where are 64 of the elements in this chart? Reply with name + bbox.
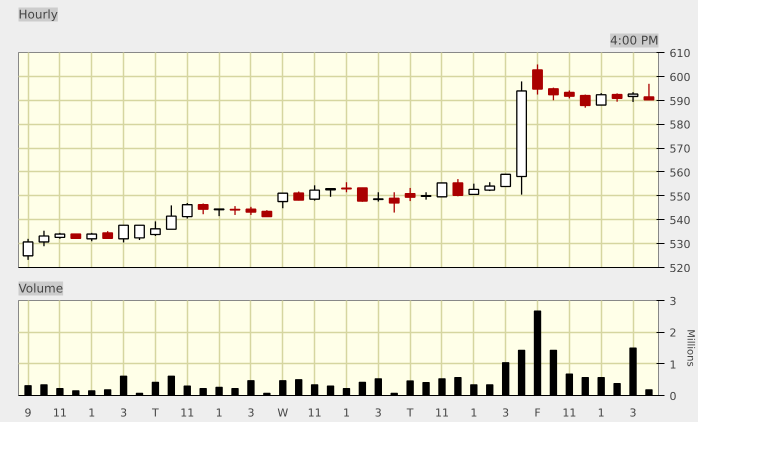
candlestick <box>580 94 591 108</box>
y-axis-title: Millions <box>684 329 696 367</box>
x-tick-label: W <box>277 406 288 420</box>
x-tick-label: 3 <box>630 406 637 420</box>
candlestick <box>388 192 400 214</box>
x-tick-label: 3 <box>374 406 382 420</box>
candlestick <box>118 224 129 244</box>
x-tick-label: T <box>151 406 160 420</box>
y-tick-label: 550 <box>670 190 690 204</box>
x-tick-label: 11 <box>180 406 194 420</box>
x-tick-label: 1 <box>88 406 96 420</box>
x-tick-label: 11 <box>308 406 322 420</box>
candlestick <box>309 184 320 202</box>
x-tick-label: 11 <box>434 406 449 420</box>
x-tick-label: 3 <box>120 406 128 420</box>
candlestick <box>38 230 50 247</box>
x-tick-label: 3 <box>247 406 254 420</box>
candlestick <box>134 224 145 241</box>
y-tick-label: 570 <box>670 142 690 156</box>
text: 4:00 PM <box>610 34 659 48</box>
x-tick-label: 1 <box>342 406 350 420</box>
candlestick <box>468 183 480 196</box>
x-tick-label: 11 <box>52 406 67 420</box>
candlestick <box>596 92 607 106</box>
x-tick-label: 1 <box>470 406 478 420</box>
candlestick <box>293 190 304 202</box>
y-tick-label: 540 <box>670 214 690 228</box>
y-tick-label: 590 <box>670 94 690 108</box>
y-tick-label: 530 <box>670 238 690 252</box>
candlestick <box>452 178 464 197</box>
candlestick <box>182 202 193 220</box>
x-tick-label: 3 <box>502 406 510 420</box>
candlestick <box>166 204 177 230</box>
x-tick-label: 1 <box>598 406 605 420</box>
candlestick <box>532 64 543 96</box>
candlestick <box>22 238 34 261</box>
candlestick <box>404 187 416 202</box>
candlestick <box>198 202 209 215</box>
x-tick-label: F <box>534 406 541 420</box>
x-tick-label: T <box>406 406 414 420</box>
candlestick <box>150 220 161 237</box>
x-tick-label: 1 <box>216 406 223 420</box>
candlestick <box>628 92 638 103</box>
y-tick-label: 0 <box>670 390 676 403</box>
chart-title: Volume <box>18 282 64 296</box>
candlestick <box>644 83 654 100</box>
candlestick <box>341 182 352 193</box>
x-tick-label: 11 <box>562 406 576 420</box>
candlestick <box>500 173 512 188</box>
y-tick-label: 560 <box>670 166 690 180</box>
candlestick <box>356 186 368 202</box>
y-tick-label: 2 <box>670 326 676 340</box>
y-tick-label: 3 <box>670 295 676 308</box>
y-tick-label: 1 <box>670 358 676 372</box>
candlestick <box>277 192 288 209</box>
candlestick <box>436 182 448 198</box>
y-tick-label: 580 <box>670 118 690 132</box>
y-tick-label: 610 <box>670 47 690 60</box>
chart-title: Hourly <box>18 8 58 22</box>
candlestick <box>372 192 384 202</box>
x-tick-label: 9 <box>24 406 32 420</box>
y-tick-label: 600 <box>670 70 690 84</box>
y-tick-label: 520 <box>670 262 690 275</box>
candlestick <box>548 86 559 101</box>
